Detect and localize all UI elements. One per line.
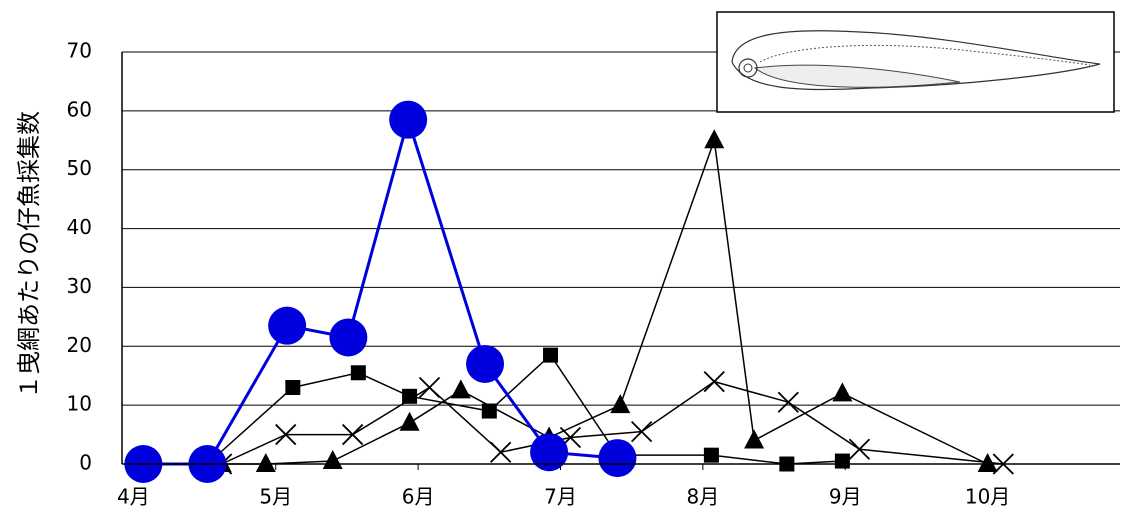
point [631, 420, 653, 443]
point [402, 388, 418, 404]
point [703, 447, 719, 463]
series-line [206, 353, 843, 465]
y-tick-label: 30 [67, 274, 92, 298]
point [341, 423, 364, 446]
y-tick-label: 0 [79, 451, 92, 475]
plot-area: 0 10 20 30 40 50 60 70 4月 5月 6月 7月 8月 9月 10月 [67, 39, 1120, 509]
y-tick-label: 40 [67, 215, 92, 239]
y-tick-label: 70 [67, 39, 92, 63]
series-line [221, 140, 988, 465]
point [744, 429, 765, 449]
point [285, 379, 301, 395]
y-tick-label: 20 [67, 333, 92, 357]
series-line [143, 114, 618, 466]
point [598, 439, 637, 478]
x-tick-label: 6月 [402, 485, 435, 509]
y-tick-label: 60 [67, 97, 92, 121]
point [255, 453, 276, 472]
point [704, 129, 725, 149]
point [350, 365, 366, 381]
x-tick-label: 10月 [965, 485, 1010, 509]
point [275, 423, 297, 446]
point [418, 376, 441, 399]
point [490, 441, 512, 463]
point [834, 453, 850, 469]
y-tick-label: 50 [67, 156, 92, 180]
y-tick-label: 10 [67, 392, 92, 416]
point [329, 318, 368, 357]
x-tick-label: 4月 [117, 485, 150, 509]
x-tick-label: 8月 [686, 485, 719, 509]
x-tick-label: 5月 [259, 485, 292, 509]
point [399, 411, 420, 431]
point [610, 394, 631, 414]
point [703, 370, 725, 393]
point [777, 391, 799, 413]
y-axis-label: １曳網あたりの仔魚採集数 [15, 111, 43, 399]
point [268, 306, 307, 345]
point [530, 433, 569, 472]
x-tick-label: 7月 [544, 485, 577, 509]
x-tick-label: 9月 [829, 485, 862, 509]
point [322, 450, 343, 470]
larva-illustration [716, 11, 1115, 113]
point [466, 344, 505, 383]
point [450, 379, 471, 399]
point [832, 382, 853, 402]
point [848, 438, 871, 460]
point [389, 100, 428, 139]
point [543, 347, 559, 363]
